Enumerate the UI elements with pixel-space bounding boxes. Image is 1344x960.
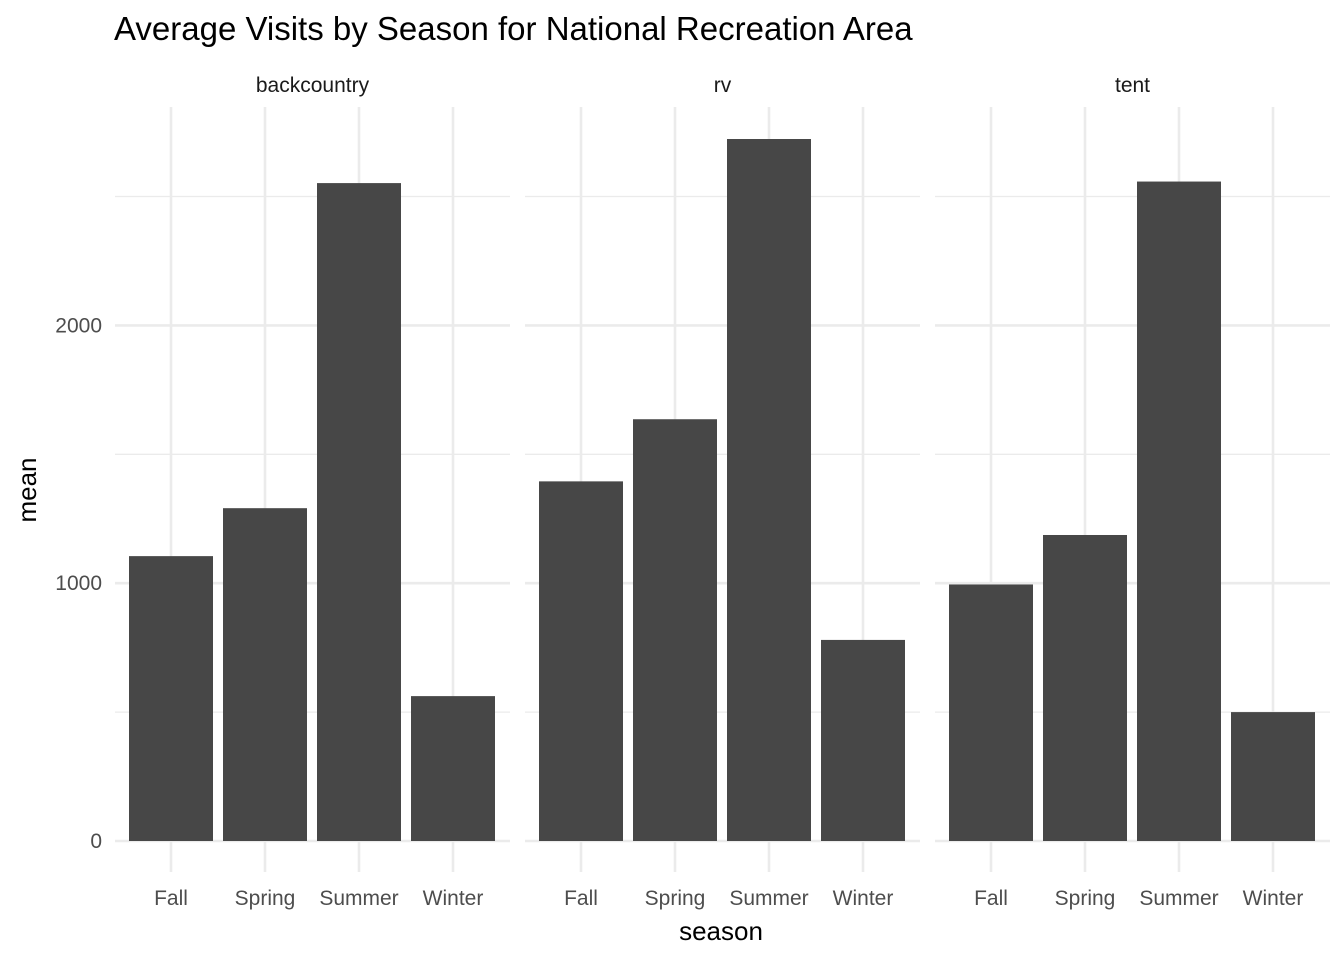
bar-rv-fall [539,481,623,841]
x-axis-title: season [679,916,763,946]
x-tick-label: Fall [974,887,1008,910]
x-tick-label: Fall [564,887,598,910]
x-tick-label: Winter [1243,887,1304,910]
facet-panel-rv: rv Fall Spring Summer Winter [525,74,920,910]
bar-rv-summer [727,139,811,841]
bar-backcountry-spring [223,508,307,841]
x-tick-label: Spring [645,887,706,910]
bar-rv-spring [633,419,717,841]
facet-panel-tent: tent Fall Spring Summer Winter [935,74,1330,910]
bar-rv-winter [821,639,905,841]
x-tick-label: Summer [319,887,398,910]
facet-strip-label: backcountry [256,74,370,97]
y-axis-title: mean [12,457,42,522]
bar-backcountry-summer [317,183,401,841]
x-tick-label: Fall [154,887,188,910]
x-tick-label: Winter [423,887,484,910]
bar-backcountry-winter [411,696,495,841]
y-tick-label: 2000 [55,314,102,337]
x-tick-label: Spring [1055,887,1116,910]
x-tick-label: Spring [235,887,296,910]
x-tick-label: Winter [833,887,894,910]
bar-tent-spring [1043,534,1127,841]
y-tick-label: 1000 [55,572,102,595]
facet-strip-label: tent [1115,74,1150,97]
facet-panel-backcountry: backcountry Fall Spring Summer Winter [115,74,510,910]
bar-tent-winter [1231,712,1315,841]
facet-strip-label: rv [714,74,732,97]
bar-tent-summer [1137,181,1221,841]
bar-tent-fall [949,584,1033,841]
y-axis-ticks: 0 1000 2000 [55,314,102,853]
bar-backcountry-fall [129,556,213,841]
chart-title: Average Visits by Season for National Re… [114,10,913,47]
y-tick-label: 0 [90,830,102,853]
facet-panels: backcountry Fall Spring Summer Winter rv Fall S… [115,74,1330,910]
x-tick-label: Summer [729,887,808,910]
x-tick-label: Summer [1139,887,1218,910]
